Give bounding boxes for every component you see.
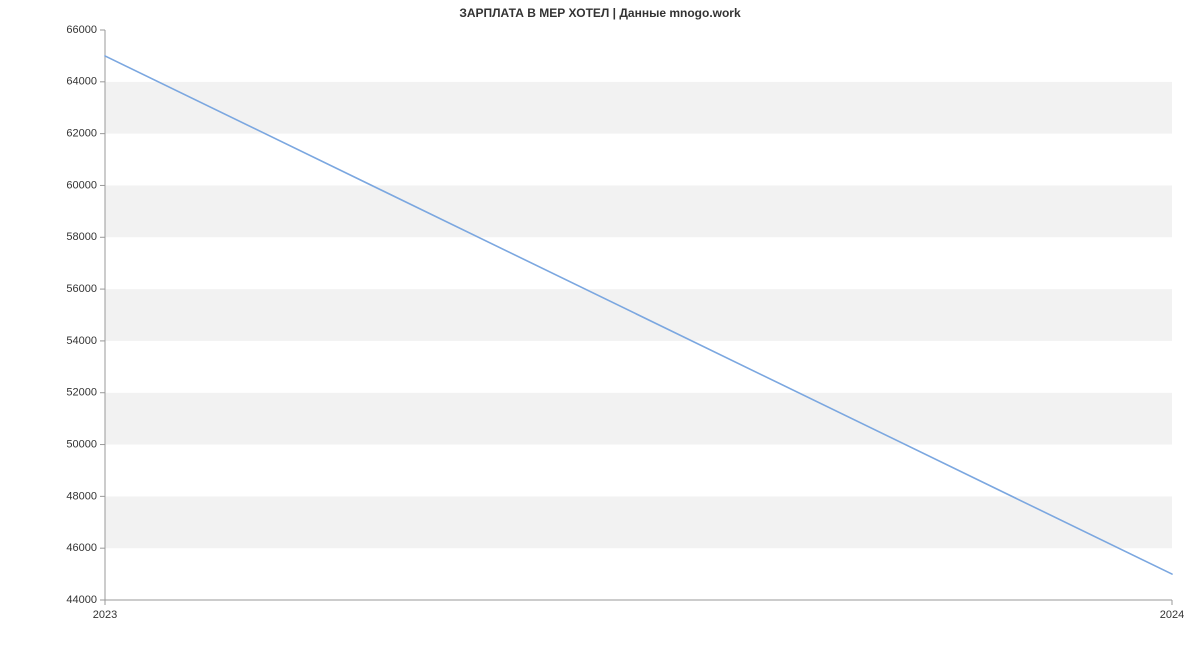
- x-tick-label: 2024: [1160, 609, 1184, 621]
- y-tick-label: 48000: [66, 490, 97, 502]
- y-tick-label: 62000: [66, 128, 97, 140]
- y-tick-label: 50000: [66, 438, 97, 450]
- y-tick-label: 54000: [66, 335, 97, 347]
- y-tick-label: 46000: [66, 542, 97, 554]
- chart-svg: 44000 46000 48000 50000 52000 54000 56000 58000…: [0, 0, 1200, 650]
- salary-line-chart: ЗАРПЛАТА В МЕР ХОТЕЛ | Данные mnogo.work…: [0, 0, 1200, 650]
- y-tick-label: 66000: [66, 24, 97, 36]
- chart-title: ЗАРПЛАТА В МЕР ХОТЕЛ | Данные mnogo.work: [0, 6, 1200, 20]
- y-tick-label: 56000: [66, 283, 97, 295]
- y-tick-label: 64000: [66, 76, 97, 88]
- y-tick-label: 52000: [66, 387, 97, 399]
- y-tick-label: 58000: [66, 231, 97, 243]
- y-tick-label: 60000: [66, 179, 97, 191]
- y-tick-label: 44000: [66, 594, 97, 606]
- x-tick-label: 2023: [93, 609, 117, 621]
